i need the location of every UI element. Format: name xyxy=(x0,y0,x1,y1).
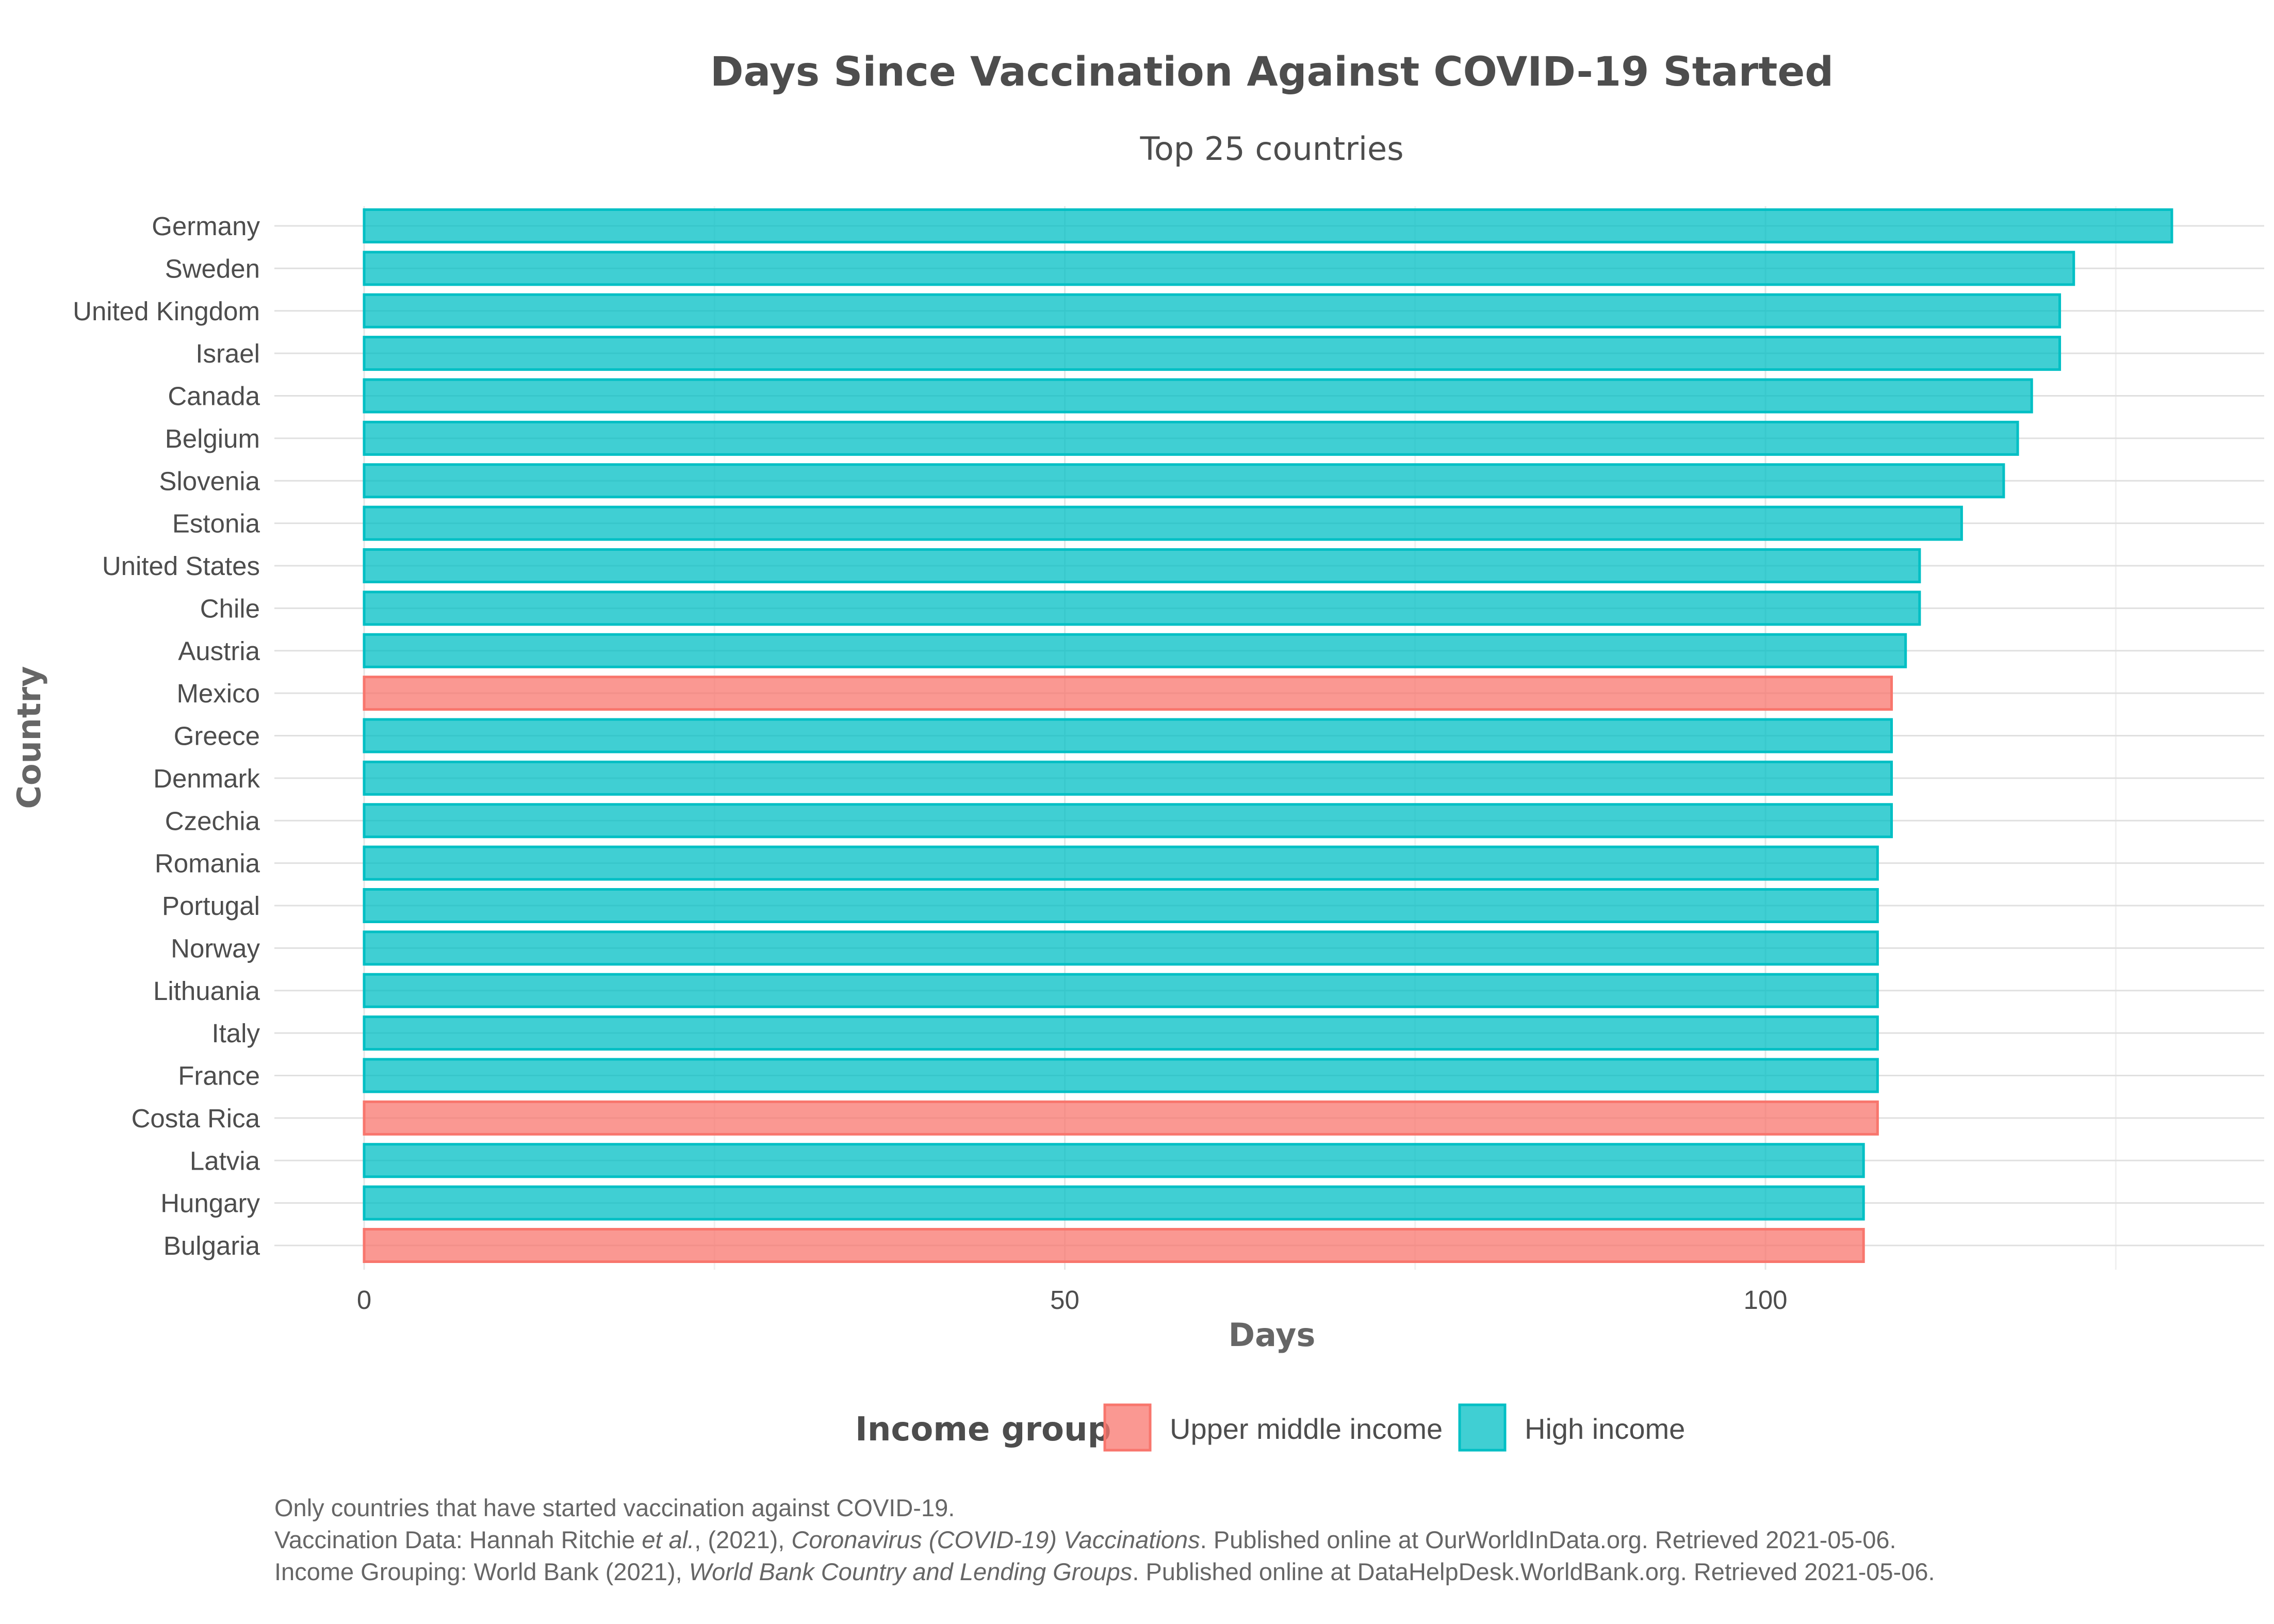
bar-czechia xyxy=(363,803,1893,839)
bars xyxy=(363,208,2173,1263)
x-tick-label-100: 100 xyxy=(1743,1285,1787,1315)
y-tick-label-belgium: Belgium xyxy=(165,424,260,453)
chart-title: Days Since Vaccination Against COVID-19 … xyxy=(710,49,1834,95)
legend-swatch-upper-middle-income xyxy=(1103,1403,1152,1452)
y-tick-label-latvia: Latvia xyxy=(190,1146,260,1175)
legend-title: Income group xyxy=(855,1410,1111,1449)
y-tick-label-chile: Chile xyxy=(200,594,260,623)
bar-united-kingdom xyxy=(363,293,2062,329)
bar-chile xyxy=(363,590,1921,626)
bar-israel xyxy=(363,336,2062,371)
x-tick-label-50: 50 xyxy=(1050,1285,1079,1315)
bar-hungary xyxy=(363,1185,1865,1221)
bar-mexico xyxy=(363,676,1893,711)
y-tick-label-sweden: Sweden xyxy=(165,254,260,283)
bar-portugal xyxy=(363,888,1879,923)
caption-line-2-b: et al. xyxy=(642,1526,694,1553)
x-tick-label-0: 0 xyxy=(357,1285,371,1315)
caption-line-3-b: World Bank Country and Lending Groups xyxy=(689,1558,1133,1585)
y-tick-label-greece: Greece xyxy=(174,721,260,751)
bar-greece xyxy=(363,718,1893,753)
y-axis-title: Country xyxy=(10,666,48,809)
caption-line-3-a: Income Grouping: World Bank (2021), xyxy=(274,1558,689,1585)
bar-germany xyxy=(363,208,2173,243)
bar-denmark xyxy=(363,760,1893,796)
bar-norway xyxy=(363,930,1879,966)
x-axis-title: Days xyxy=(1229,1316,1316,1354)
y-tick-label-hungary: Hungary xyxy=(160,1189,260,1218)
y-tick-label-lithuania: Lithuania xyxy=(153,976,260,1006)
caption-line-2-e: . Published online at OurWorldInData.org… xyxy=(1200,1526,1896,1553)
caption: Only countries that have started vaccina… xyxy=(274,1494,1935,1585)
y-tick-label-portugal: Portugal xyxy=(162,891,260,921)
bar-costa-rica xyxy=(363,1100,1879,1136)
legend-label-upper-middle-income: Upper middle income xyxy=(1170,1413,1443,1445)
y-tick-label-austria: Austria xyxy=(178,636,260,666)
bar-united-states xyxy=(363,548,1921,583)
bar-belgium xyxy=(363,420,2019,456)
y-tick-label-estonia: Estonia xyxy=(172,509,260,538)
caption-line-2-d: Coronavirus (COVID-19) Vaccinations xyxy=(791,1526,1200,1553)
y-tick-label-israel: Israel xyxy=(195,339,260,368)
caption-line-3: Income Grouping: World Bank (2021), Worl… xyxy=(274,1558,1935,1585)
y-tick-label-bulgaria: Bulgaria xyxy=(163,1231,260,1260)
bar-bulgaria xyxy=(363,1228,1865,1263)
y-tick-label-romania: Romania xyxy=(155,849,260,878)
bar-lithuania xyxy=(363,973,1879,1008)
y-tick-label-mexico: Mexico xyxy=(176,679,260,708)
bar-slovenia xyxy=(363,463,2005,499)
bar-canada xyxy=(363,378,2033,414)
legend: Income group Upper middle income High in… xyxy=(855,1403,1685,1452)
y-tick-label-italy: Italy xyxy=(211,1019,260,1048)
y-tick-label-czechia: Czechia xyxy=(165,806,260,835)
y-tick-label-canada: Canada xyxy=(168,382,260,411)
x-axis-labels: 0 50 100 xyxy=(357,1285,1788,1315)
y-tick-label-united-kingdom: United Kingdom xyxy=(73,297,260,326)
caption-line-1: Only countries that have started vaccina… xyxy=(274,1494,955,1521)
bar-romania xyxy=(363,845,1879,881)
y-axis-labels: Germany Sweden United Kingdom Israel Canada B… xyxy=(73,211,260,1260)
caption-line-3-c: . Published online at DataHelpDesk.World… xyxy=(1132,1558,1935,1585)
caption-line-2-c: , (2021), xyxy=(694,1526,791,1553)
y-tick-label-costa-rica: Costa Rica xyxy=(132,1104,260,1133)
legend-swatch-high-income xyxy=(1458,1403,1507,1452)
y-tick-label-slovenia: Slovenia xyxy=(159,466,260,496)
bar-sweden xyxy=(363,251,2075,286)
bar-latvia xyxy=(363,1143,1865,1178)
y-tick-label-united-states: United States xyxy=(102,551,260,581)
bar-france xyxy=(363,1058,1879,1093)
y-tick-label-france: France xyxy=(178,1061,260,1091)
y-tick-label-germany: Germany xyxy=(152,211,260,241)
bar-estonia xyxy=(363,505,1963,541)
caption-line-2-a: Vaccination Data: Hannah Ritchie xyxy=(274,1526,642,1553)
y-tick-label-norway: Norway xyxy=(171,933,260,963)
legend-label-high-income: High income xyxy=(1525,1413,1685,1445)
bar-austria xyxy=(363,633,1907,668)
caption-line-2: Vaccination Data: Hannah Ritchie et al.,… xyxy=(274,1526,1896,1553)
y-tick-label-denmark: Denmark xyxy=(153,764,260,793)
bar-italy xyxy=(363,1015,1879,1051)
chart-subtitle: Top 25 countries xyxy=(1139,130,1403,168)
